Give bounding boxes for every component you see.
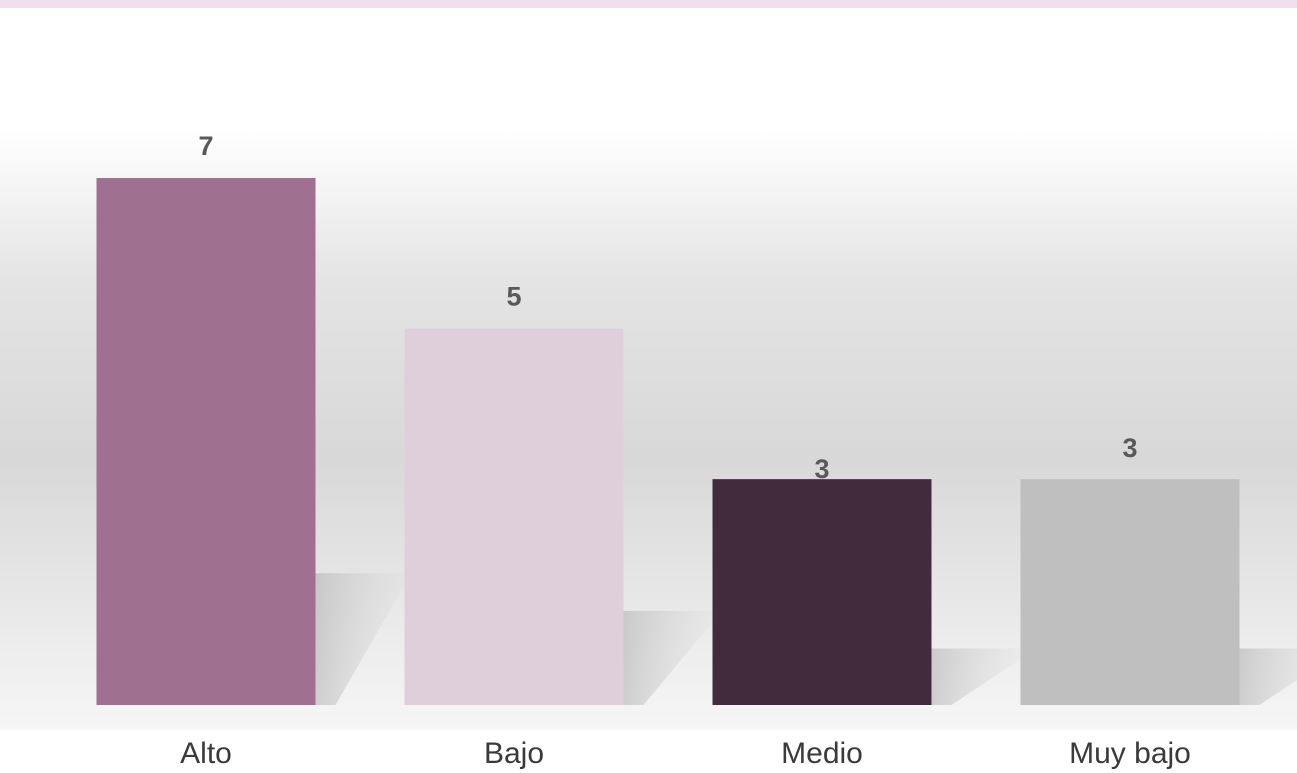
data-label-bajo: 5	[506, 282, 521, 312]
bar-shadows	[315, 573, 1297, 705]
bar-shadow-bajo	[623, 610, 714, 705]
bar-shadow-medio	[931, 648, 1022, 705]
category-label-muy-bajo: Muy bajo	[1069, 737, 1191, 770]
data-label-alto: 7	[198, 131, 213, 161]
value-labels-group: 7 5 3 3	[198, 131, 1137, 484]
data-label-muy-bajo: 3	[1122, 433, 1137, 463]
category-label-alto: Alto	[180, 737, 232, 770]
bar-shadow-muy-bajo	[1239, 648, 1297, 705]
category-label-medio: Medio	[781, 737, 863, 770]
bar-medio	[712, 479, 932, 705]
bar-alto	[96, 178, 316, 705]
category-labels-group: Alto Bajo Medio Muy bajo	[180, 737, 1191, 770]
bar-bajo	[404, 328, 624, 705]
bar-muy-bajo	[1020, 479, 1240, 705]
top-accent-band	[0, 0, 1297, 8]
bar-shadow-alto	[315, 573, 406, 705]
category-label-bajo: Bajo	[484, 737, 544, 770]
bars-group	[96, 178, 1240, 705]
data-label-medio: 3	[814, 454, 829, 484]
